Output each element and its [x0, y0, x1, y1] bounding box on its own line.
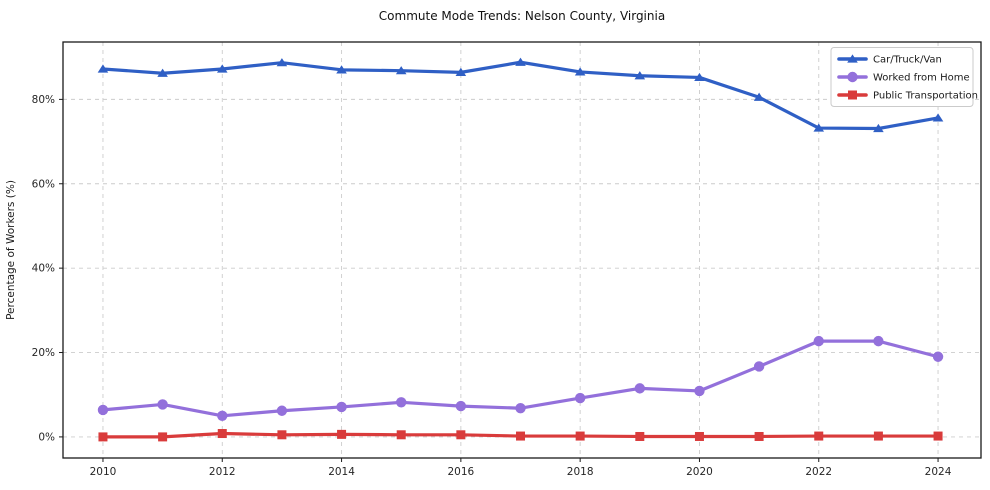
- x-tick-label: 2016: [447, 466, 474, 478]
- data-point-car-truck-van: [813, 123, 825, 132]
- data-point-car-truck-van: [753, 92, 765, 101]
- data-point-worked-from-home: [753, 361, 765, 372]
- series-car-truck-van: [97, 57, 944, 133]
- legend: Car/Truck/Van Worked from Home Public Tran…: [830, 47, 978, 107]
- data-point-worked-from-home: [336, 401, 347, 413]
- data-point-worked-from-home: [217, 410, 228, 422]
- data-point-worked-from-home: [932, 351, 944, 362]
- data-point-car-truck-van: [276, 58, 288, 67]
- data-point-worked-from-home: [97, 404, 109, 416]
- plot-frame: [62, 41, 982, 459]
- y-tick-label: 60%: [32, 178, 55, 190]
- data-point-worked-from-home: [574, 392, 586, 404]
- data-point-worked-from-home: [813, 335, 824, 347]
- legend-marker-triangle: [847, 54, 858, 63]
- data-series: [97, 57, 944, 442]
- x-tick-label: 2018: [567, 466, 594, 478]
- data-point-car-truck-van: [515, 57, 526, 66]
- data-point-public-transportation: [158, 432, 168, 442]
- data-point-car-truck-van: [216, 64, 228, 73]
- data-point-worked-from-home: [396, 397, 407, 408]
- data-point-car-truck-van: [336, 65, 347, 74]
- data-point-public-transportation: [933, 431, 943, 441]
- data-point-car-truck-van: [634, 71, 646, 80]
- legend-item-worked-from-home: Worked from Home: [837, 71, 970, 84]
- data-point-public-transportation: [277, 430, 287, 440]
- data-point-public-transportation: [98, 432, 108, 442]
- data-point-worked-from-home: [515, 403, 526, 414]
- y-tick-label: 20%: [32, 347, 55, 359]
- y-tick-label: 0%: [38, 431, 55, 443]
- legend-item-public-transportation: Public Transportation: [837, 90, 978, 102]
- axis-ticks: 2010 2012 2014 2016 2018 2020 2022 2024 0% 20% 40%…: [32, 94, 952, 478]
- data-point-worked-from-home: [694, 385, 705, 397]
- data-point-car-truck-van: [932, 113, 944, 122]
- series-public-transportation: [98, 429, 943, 442]
- x-tick-label: 2012: [209, 466, 236, 478]
- data-point-car-truck-van: [97, 64, 109, 73]
- data-point-public-transportation: [754, 431, 764, 441]
- data-point-public-transportation: [814, 431, 824, 441]
- data-point-car-truck-van: [395, 66, 407, 75]
- x-tick-label: 2010: [90, 466, 117, 478]
- x-tick-label: 2024: [925, 466, 952, 478]
- x-tick-label: 2022: [805, 466, 832, 478]
- plot-area: [63, 42, 981, 458]
- data-point-public-transportation: [694, 431, 704, 441]
- legend-item-car-truck-van: Car/Truck/Van: [837, 54, 942, 66]
- data-point-public-transportation: [217, 429, 227, 439]
- data-point-worked-from-home: [634, 383, 646, 394]
- legend-marker-circle: [847, 71, 858, 83]
- data-point-public-transportation: [516, 431, 526, 441]
- legend-items: Car/Truck/Van Worked from Home Public Tran…: [837, 54, 978, 102]
- x-tick-label: 2020: [686, 466, 713, 478]
- y-axis-label: Percentage of Workers (%): [5, 180, 17, 320]
- data-point-car-truck-van: [694, 72, 705, 82]
- data-point-car-truck-van: [574, 67, 586, 76]
- y-tick-label: 40%: [32, 263, 55, 275]
- data-point-public-transportation: [396, 430, 406, 440]
- data-point-car-truck-van: [873, 123, 884, 133]
- chart-title: Commute Mode Trends: Nelson County, Virg…: [379, 9, 665, 23]
- data-point-car-truck-van: [455, 67, 467, 76]
- series-worked-from-home: [97, 335, 944, 422]
- legend-label: Car/Truck/Van: [873, 55, 942, 66]
- x-tick-label: 2014: [328, 466, 355, 478]
- data-point-car-truck-van: [157, 68, 168, 77]
- data-point-worked-from-home: [157, 399, 168, 410]
- data-point-public-transportation: [873, 431, 883, 441]
- data-point-public-transportation: [456, 430, 466, 440]
- data-point-worked-from-home: [455, 400, 467, 412]
- data-point-public-transportation: [337, 429, 347, 439]
- legend-label: Worked from Home: [873, 73, 970, 84]
- data-point-worked-from-home: [276, 405, 288, 416]
- legend-marker-square: [848, 90, 857, 100]
- data-point-worked-from-home: [873, 335, 884, 347]
- data-point-public-transportation: [635, 431, 645, 441]
- legend-box: [830, 47, 974, 107]
- legend-label: Public Transportation: [873, 91, 978, 102]
- y-tick-label: 80%: [32, 94, 55, 106]
- data-point-public-transportation: [575, 431, 585, 441]
